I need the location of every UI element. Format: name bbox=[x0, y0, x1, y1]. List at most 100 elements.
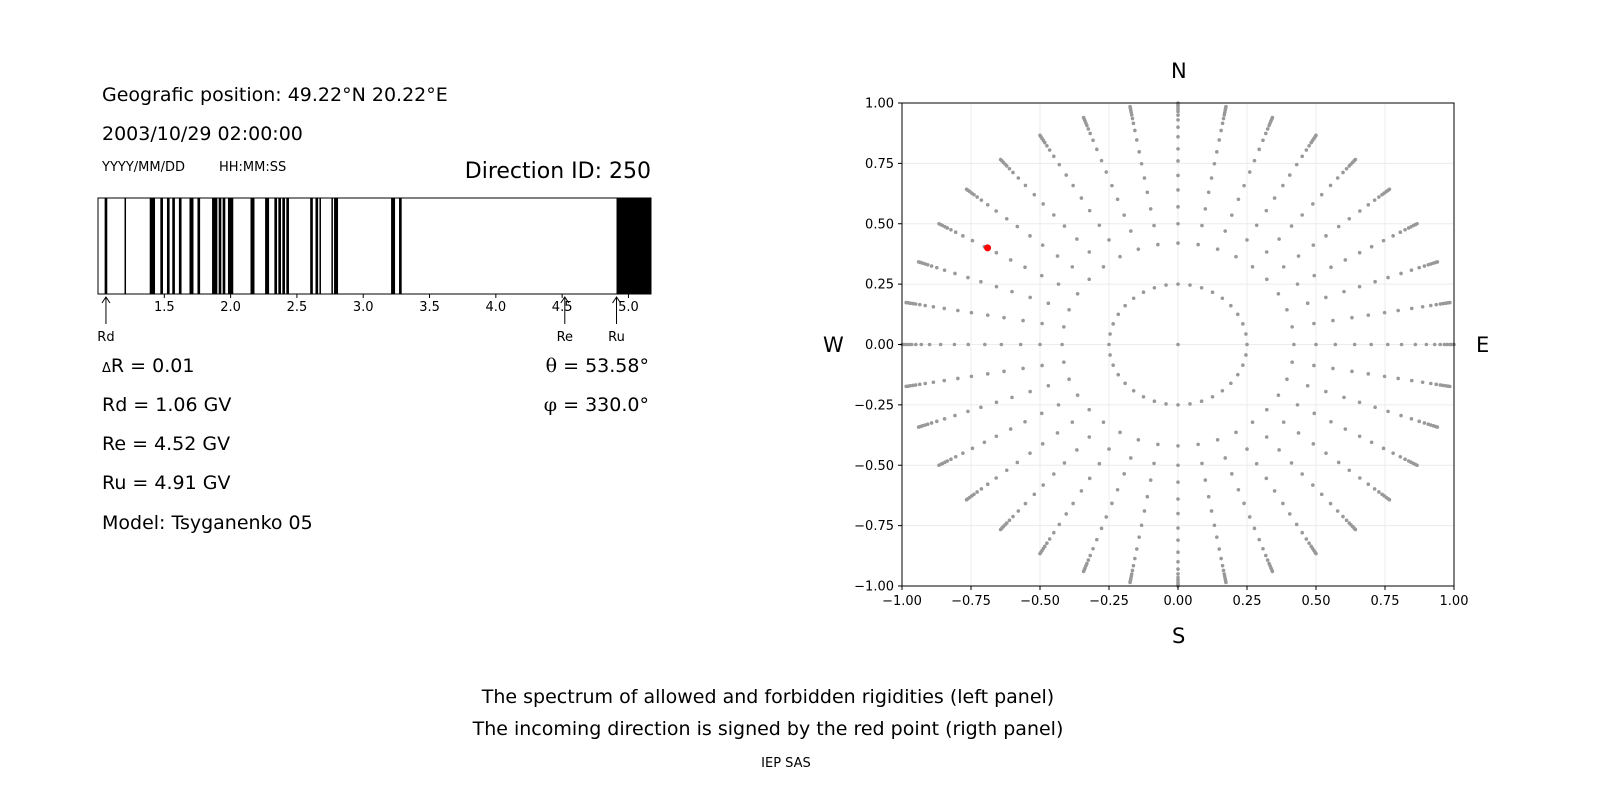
x-tick-label: 0.00 bbox=[1164, 594, 1193, 609]
grid-point bbox=[1137, 150, 1141, 154]
grid-point bbox=[1215, 535, 1219, 539]
marker-label: Ru bbox=[608, 330, 625, 345]
grid-point bbox=[1164, 283, 1168, 287]
grid-point bbox=[923, 303, 928, 308]
marker-arrowhead bbox=[560, 296, 570, 304]
grid-point bbox=[1324, 451, 1328, 455]
grid-point bbox=[1215, 247, 1220, 251]
grid-point bbox=[1281, 183, 1285, 188]
grid-point bbox=[1350, 315, 1354, 320]
grid-point bbox=[1314, 342, 1318, 347]
grid-point bbox=[1111, 363, 1115, 367]
grid-point bbox=[1357, 400, 1362, 405]
grid-point bbox=[966, 409, 970, 414]
grid-point bbox=[1236, 487, 1241, 492]
grid-point bbox=[1270, 569, 1275, 574]
grid-point bbox=[1200, 461, 1204, 466]
grid-point bbox=[1223, 229, 1227, 233]
grid-point bbox=[1008, 427, 1013, 431]
grid-point bbox=[1108, 332, 1112, 336]
grid-point bbox=[979, 198, 984, 202]
grid-point bbox=[1057, 522, 1062, 527]
grid-point bbox=[1176, 188, 1180, 192]
re-value: Re = 4.52 GV bbox=[102, 433, 231, 455]
grid-point bbox=[1331, 318, 1335, 323]
grid-point bbox=[1067, 308, 1071, 312]
grid-point bbox=[961, 234, 965, 238]
y-tick-label: −0.50 bbox=[854, 459, 894, 474]
grid-point bbox=[970, 446, 975, 451]
grid-point bbox=[1215, 150, 1219, 154]
grid-point bbox=[1319, 192, 1324, 197]
grid-point bbox=[1129, 229, 1133, 233]
grid-point bbox=[1152, 285, 1157, 290]
grid-point bbox=[1023, 419, 1027, 424]
grid-point bbox=[1285, 308, 1289, 312]
grid-point bbox=[1241, 363, 1245, 367]
grid-point bbox=[1176, 113, 1180, 117]
grid-point bbox=[1342, 289, 1346, 294]
grid-point bbox=[956, 308, 960, 313]
grid-point bbox=[1148, 207, 1153, 211]
grid-point bbox=[1264, 250, 1269, 254]
grid-point bbox=[1220, 388, 1225, 393]
grid-point bbox=[1148, 478, 1153, 482]
grid-point bbox=[1111, 322, 1115, 326]
grid-point bbox=[975, 195, 979, 199]
x-tick-label: 0.75 bbox=[1371, 594, 1400, 609]
grid-point bbox=[1004, 468, 1009, 473]
forbidden-band bbox=[319, 198, 321, 294]
time-format-label: HH:MM:SS bbox=[219, 160, 287, 175]
forbidden-band bbox=[212, 198, 218, 294]
grid-point bbox=[979, 405, 983, 410]
grid-point bbox=[1219, 128, 1223, 133]
grid-point bbox=[1252, 158, 1257, 163]
grid-point bbox=[1055, 431, 1060, 435]
grid-point bbox=[1215, 438, 1220, 442]
grid-point bbox=[917, 302, 922, 307]
grid-point bbox=[1244, 353, 1248, 357]
grid-point bbox=[1011, 170, 1015, 175]
grid-point bbox=[1071, 501, 1075, 506]
grid-point bbox=[1086, 127, 1091, 131]
grid-point bbox=[1296, 431, 1301, 435]
grid-point bbox=[1039, 411, 1044, 416]
grid-point bbox=[1385, 342, 1390, 347]
grid-point bbox=[1176, 241, 1180, 245]
grid-point bbox=[1152, 223, 1156, 228]
delta-r-text: R = 0.01 bbox=[110, 355, 195, 377]
grid-point bbox=[1176, 135, 1180, 139]
grid-point bbox=[1130, 568, 1135, 573]
marker-arrowhead bbox=[101, 296, 111, 304]
grid-point bbox=[1257, 537, 1261, 542]
grid-point bbox=[1131, 296, 1136, 301]
grid-point bbox=[1176, 342, 1180, 347]
grid-point bbox=[1241, 322, 1245, 326]
grid-point bbox=[1353, 157, 1358, 162]
grid-point bbox=[1296, 254, 1301, 258]
grid-point bbox=[1420, 304, 1425, 309]
grid-point bbox=[1176, 147, 1180, 151]
grid-point bbox=[929, 264, 934, 268]
grid-point bbox=[1108, 353, 1112, 357]
grid-point bbox=[1261, 138, 1265, 143]
grid-point bbox=[1261, 546, 1265, 551]
forbidden-band bbox=[166, 198, 170, 294]
grid-point bbox=[1095, 147, 1099, 152]
grid-point bbox=[1369, 244, 1374, 249]
grid-point bbox=[1264, 435, 1269, 439]
grid-point bbox=[1199, 399, 1204, 404]
grid-point bbox=[1002, 369, 1006, 374]
grid-point bbox=[1087, 435, 1092, 439]
grid-point bbox=[1399, 342, 1404, 347]
grid-point bbox=[1434, 382, 1439, 387]
grid-point bbox=[970, 238, 975, 243]
grid-point bbox=[1398, 230, 1403, 235]
direction-id: Direction ID: 250 bbox=[464, 159, 651, 184]
grid-point bbox=[1242, 183, 1246, 188]
grid-point bbox=[1152, 399, 1157, 404]
grid-point bbox=[1435, 260, 1440, 264]
grid-point bbox=[1221, 568, 1226, 573]
grid-point bbox=[1087, 250, 1092, 254]
grid-point bbox=[1041, 202, 1045, 206]
